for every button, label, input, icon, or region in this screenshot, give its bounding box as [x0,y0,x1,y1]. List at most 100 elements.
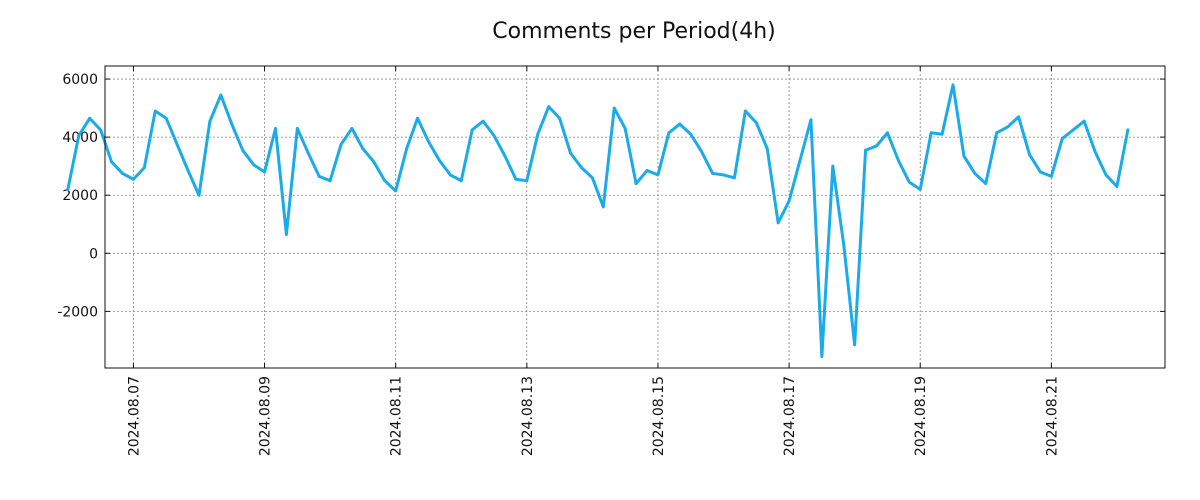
data-point [492,134,496,138]
plot-frame [104,65,1166,369]
data-point [1049,174,1053,178]
data-point [558,116,561,120]
data-point [951,83,955,87]
data-point [142,166,146,170]
y-tick-label: 2000 [62,188,98,204]
data-point [383,179,387,183]
data-point [842,243,846,246]
data-point [405,147,409,151]
data-point [940,132,944,136]
data-point [77,134,81,138]
data-point [208,119,212,123]
data-point [820,354,824,358]
data-point [1115,185,1119,188]
x-tick-label: 2024.08.09 [258,376,274,456]
data-point [896,158,900,162]
data-point [481,119,485,123]
data-point [700,150,704,154]
data-point [601,205,605,209]
data-point [831,164,835,168]
data-point [175,143,179,146]
data-point [372,160,376,164]
x-axis: 2024.08.07 2024.08.09 2024.08.11 2024.08.13… [126,66,1060,456]
data-point [274,127,277,130]
x-tick-label: 2024.08.13 [520,376,536,456]
x-tick-label: 2024.08.21 [1044,376,1060,456]
data-point [973,172,977,175]
data-point [99,128,103,132]
data-point [394,189,398,193]
data-point [427,140,430,143]
data-point [722,173,725,177]
x-tick-label: 2024.08.17 [782,376,798,456]
data-point [995,131,999,135]
data-point [656,173,660,177]
data-point [612,106,616,110]
data-point [132,177,135,181]
data-point [121,172,124,175]
data-point [252,163,256,167]
series-line [66,83,1130,358]
data-point [525,179,529,183]
y-axis: 6000 4000 2000 0 -2000 [57,72,1165,320]
data-point [645,169,649,172]
data-point [285,233,288,236]
data-point [733,176,736,180]
data-point [416,116,419,120]
data-point [678,122,682,126]
data-point [689,132,693,136]
data-point [503,154,507,158]
data-point [459,179,463,183]
data-point [634,182,638,186]
data-point [230,122,234,126]
y-tick-label: -2000 [57,304,98,320]
data-point [110,160,113,164]
y-tick-label: 4000 [62,130,98,146]
data-point [754,121,758,125]
data-point [295,127,299,130]
data-point [186,169,190,172]
data-point [711,172,714,175]
data-point [667,131,671,135]
data-point [197,193,201,197]
data-point [580,166,583,170]
data-point [328,179,332,183]
data-point [350,127,354,130]
data-point [1017,115,1020,119]
data-point [929,131,933,135]
grid [105,66,1165,368]
data-point [1060,137,1064,140]
data-point [306,151,310,155]
data-point [787,199,791,203]
data-point [590,176,594,180]
data-point [536,132,540,136]
data-point [437,158,441,162]
x-tick-label: 2024.08.19 [913,376,929,456]
data-point [962,154,966,158]
data-point [317,174,321,178]
data-point [88,116,92,120]
data-point [1104,173,1108,177]
x-tick-label: 2024.08.15 [651,376,667,456]
x-tick-label: 2024.08.07 [126,376,142,456]
data-point [448,173,452,177]
data-point [776,221,780,225]
data-point [164,116,168,120]
data-point [263,170,266,174]
data-point [809,118,813,122]
data-point [1082,119,1086,123]
data-point [875,144,878,148]
data-point [66,188,70,191]
data-point [361,147,365,151]
data-point [1126,128,1130,132]
x-tick-label: 2024.08.11 [389,376,405,456]
data-point [1071,128,1075,132]
data-point [864,148,867,152]
data-point [1093,150,1097,154]
data-point [547,105,551,109]
data-points [66,83,1130,358]
data-point [153,109,157,113]
data-point [918,188,922,191]
data-point [470,128,474,132]
